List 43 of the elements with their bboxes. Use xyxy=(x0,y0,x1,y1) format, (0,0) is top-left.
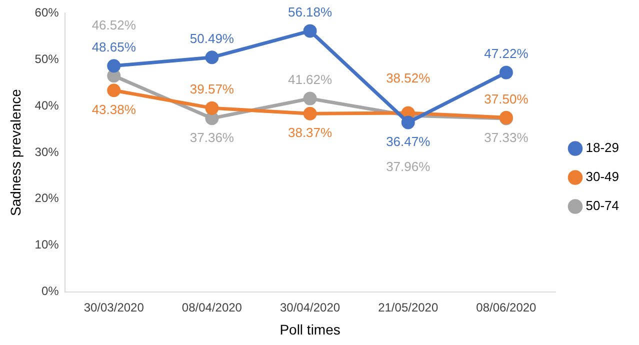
data-label: 37.50% xyxy=(484,91,529,106)
point xyxy=(107,59,121,73)
point xyxy=(107,84,121,98)
point xyxy=(401,116,415,130)
y-tick-label: 10% xyxy=(34,238,60,252)
y-tick-label: 40% xyxy=(34,98,60,112)
data-label: 56.18% xyxy=(288,4,333,20)
x-tick-label: 21/05/2020 xyxy=(378,300,438,314)
legend-label: 50-74 xyxy=(586,198,619,214)
data-label: 50.49% xyxy=(190,30,234,46)
x-tick-label: 30/04/2020 xyxy=(280,300,340,314)
y-tick-label: 30% xyxy=(34,144,60,159)
point xyxy=(499,66,513,80)
data-label: 37.33% xyxy=(484,130,529,146)
x-tick-label: 08/04/2020 xyxy=(182,300,242,314)
legend-label: 30-49 xyxy=(586,169,619,184)
x-tick-label: 30/03/2020 xyxy=(84,300,144,314)
data-label: 48.65% xyxy=(92,39,136,54)
point xyxy=(303,106,317,120)
x-axis-title: Poll times xyxy=(280,321,340,338)
point xyxy=(107,69,121,83)
data-label: 43.38% xyxy=(92,102,136,117)
point xyxy=(303,92,317,106)
data-label: 38.37% xyxy=(288,125,333,140)
point xyxy=(205,101,219,115)
data-label: 36.47% xyxy=(386,134,431,150)
data-label: 39.57% xyxy=(190,82,234,97)
data-label: 38.52% xyxy=(386,70,431,86)
y-tick-label: 50% xyxy=(34,52,60,66)
point xyxy=(205,50,219,64)
data-label: 41.62% xyxy=(288,72,333,88)
y-tick-label: 60% xyxy=(34,6,60,20)
data-label: 47.22% xyxy=(484,46,529,62)
data-label: 37.96% xyxy=(386,159,431,174)
y-axis-title: Sadness prevalence xyxy=(7,88,24,216)
y-tick-label: 0% xyxy=(41,284,60,298)
x-tick-label: 08/06/2020 xyxy=(476,300,537,314)
data-label: 37.36% xyxy=(190,130,234,145)
point xyxy=(303,24,317,38)
legend-label: 18-29 xyxy=(586,140,619,156)
y-tick-label: 20% xyxy=(34,191,60,206)
data-label: 46.52% xyxy=(92,17,136,32)
point xyxy=(205,112,219,126)
